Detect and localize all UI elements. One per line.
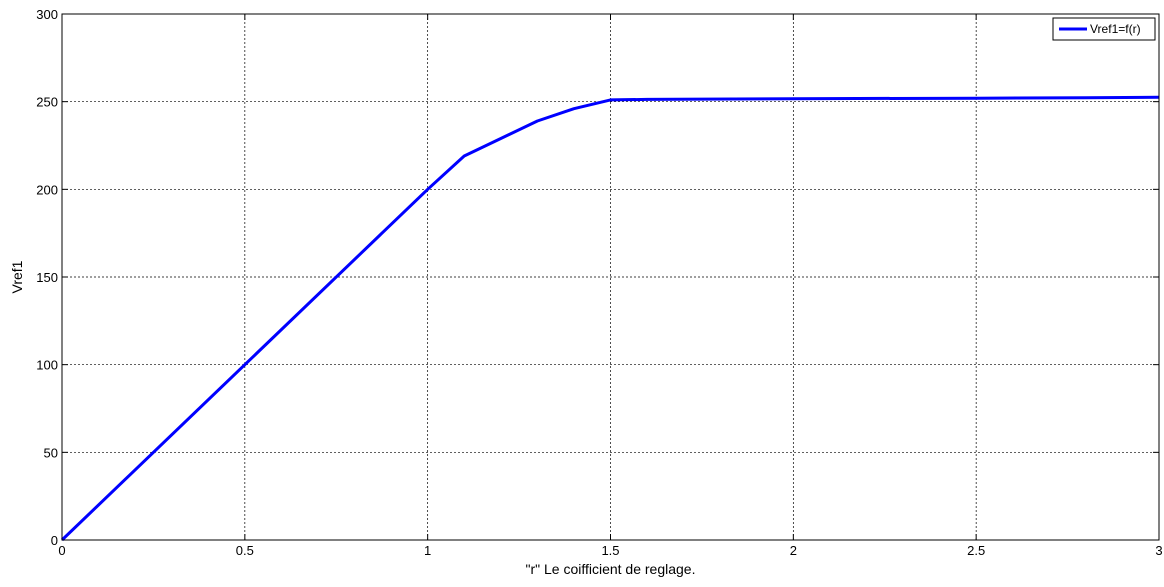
legend: Vref1=f(r) xyxy=(1052,17,1156,41)
series-layer xyxy=(60,95,1160,542)
x-tick-label: 3 xyxy=(1155,543,1162,558)
y-tick-label: 50 xyxy=(44,445,58,460)
y-tick-label: 150 xyxy=(36,270,58,285)
y-tick-label: 0 xyxy=(51,533,58,548)
y-tick-label: 250 xyxy=(36,95,58,110)
y-tick-label: 100 xyxy=(36,358,58,373)
x-axis-title: "r" Le coifficient de reglage. xyxy=(525,561,695,577)
x-tick-label: 0.5 xyxy=(236,543,254,558)
legend-box xyxy=(1052,17,1156,41)
x-tick-label: 1 xyxy=(424,543,431,558)
axis-ticks: 0 0.5 1 1.5 2 2.5 3 0 50 100 150 200 250 300 xyxy=(36,7,1162,558)
legend-label: Vref1=f(r) xyxy=(1090,22,1141,36)
series-line xyxy=(60,95,1160,542)
x-tick-label: 0 xyxy=(58,543,65,558)
x-tick-label: 2.5 xyxy=(967,543,985,558)
y-axis-title: Vref1 xyxy=(9,260,25,293)
x-tick-label: 1.5 xyxy=(601,543,619,558)
grid xyxy=(62,14,1159,540)
x-tick-label: 2 xyxy=(790,543,797,558)
y-tick-label: 300 xyxy=(36,7,58,22)
y-tick-label: 200 xyxy=(36,182,58,197)
